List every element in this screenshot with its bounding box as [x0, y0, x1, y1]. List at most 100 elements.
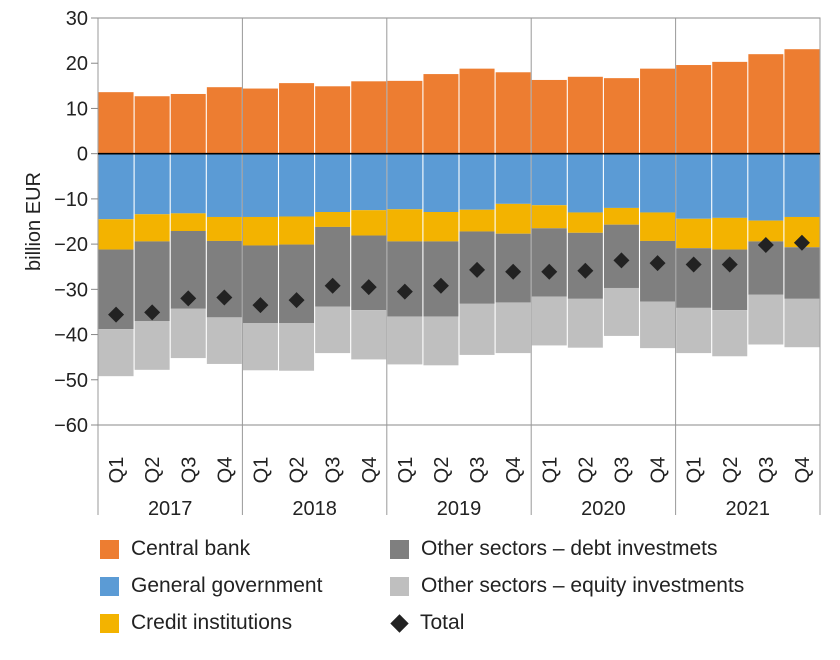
- quarter-label: Q4: [648, 457, 670, 484]
- bar-segment: [423, 153, 459, 213]
- bar-segment: [423, 212, 459, 242]
- quarter-label: Q1: [539, 457, 561, 484]
- bar-segment: [712, 153, 748, 218]
- bar-segment: [351, 153, 387, 211]
- bar-segment: [676, 307, 712, 354]
- bar-segment: [170, 213, 206, 231]
- legend-swatch: [100, 576, 119, 596]
- bar-segment: [315, 226, 351, 307]
- bar-segment: [242, 153, 278, 217]
- bar-segment: [603, 287, 639, 336]
- legend-label: Other sectors – debt investmets: [421, 537, 718, 560]
- bar-segment: [459, 68, 495, 154]
- quarter-label: Q4: [792, 457, 814, 484]
- bar-segment: [387, 241, 423, 317]
- total-marker: [252, 297, 269, 314]
- legend-swatch: [390, 576, 409, 596]
- legend-swatch: [390, 539, 409, 559]
- bar-segment: [206, 153, 242, 217]
- y-tick-label: −30: [54, 279, 88, 301]
- year-label: 2021: [726, 498, 771, 520]
- bar-segment: [315, 306, 351, 354]
- quarter-label: Q1: [250, 457, 272, 484]
- quarter-label: Q1: [684, 457, 706, 484]
- total-marker: [793, 234, 810, 251]
- bar-segment: [423, 316, 459, 366]
- legend-item: Central bank: [100, 537, 250, 561]
- y-tick-label: −50: [54, 370, 88, 392]
- bar-segment: [531, 153, 567, 206]
- y-axis-label: billion EUR: [23, 172, 45, 271]
- bar-segment: [387, 153, 423, 210]
- bar-segment: [676, 65, 712, 154]
- total-marker: [505, 263, 522, 280]
- bar-segment: [495, 72, 531, 154]
- bar-segment: [98, 92, 134, 154]
- quarter-label: Q3: [756, 457, 778, 484]
- bar-segment: [279, 216, 315, 245]
- bar-segment: [98, 219, 134, 250]
- quarter-label: Q3: [323, 457, 345, 484]
- bar-segment: [567, 76, 603, 154]
- bar-segment: [170, 153, 206, 214]
- bar-segment: [784, 49, 820, 154]
- bar-segment: [640, 240, 676, 302]
- total-marker: [324, 277, 341, 294]
- bar-segment: [531, 296, 567, 346]
- total-marker: [180, 290, 197, 307]
- bar-segment: [351, 310, 387, 360]
- total-marker: [216, 289, 233, 306]
- bar-segment: [387, 316, 423, 365]
- year-label: 2019: [437, 498, 482, 520]
- legend-label: Total: [420, 611, 465, 634]
- y-tick-label: 10: [66, 98, 88, 120]
- bar-segment: [640, 301, 676, 349]
- total-marker: [649, 255, 666, 272]
- quarter-label: Q3: [611, 457, 633, 484]
- legend-swatch: [100, 539, 119, 559]
- y-tick-label: 30: [66, 8, 88, 30]
- bar-segment: [134, 96, 170, 154]
- bar-segment: [495, 302, 531, 354]
- total-marker: [685, 256, 702, 273]
- bar-segment: [134, 214, 170, 242]
- total-marker: [360, 279, 377, 296]
- quarter-label: Q3: [178, 457, 200, 484]
- y-tick-label: −60: [54, 415, 88, 437]
- bar-segment: [748, 153, 784, 221]
- legend-label: General government: [131, 574, 323, 597]
- bar-segment: [784, 153, 820, 217]
- y-tick-label: −20: [54, 234, 88, 256]
- total-marker: [721, 256, 738, 273]
- bar-segment: [712, 61, 748, 154]
- bar-segment: [242, 323, 278, 371]
- bar-segment: [315, 212, 351, 227]
- legend-item: General government: [100, 574, 322, 598]
- bar-segment: [784, 298, 820, 348]
- bar-segment: [748, 294, 784, 345]
- quarter-label: Q1: [106, 457, 128, 484]
- bar-segment: [98, 153, 134, 220]
- quarter-label: Q3: [467, 457, 489, 484]
- bar-segment: [279, 244, 315, 324]
- bar-segment: [712, 217, 748, 250]
- y-tick-label: −40: [54, 325, 88, 347]
- legend-swatch: [100, 613, 119, 633]
- bar-segment: [351, 210, 387, 236]
- bar-segment: [495, 153, 531, 204]
- bar-segment: [351, 235, 387, 311]
- total-marker: [469, 261, 486, 278]
- bar-segment: [387, 80, 423, 154]
- total-marker: [144, 304, 161, 321]
- year-label: 2020: [581, 498, 626, 520]
- legend-label: Central bank: [131, 537, 251, 560]
- bar-segment: [603, 153, 639, 208]
- year-label: 2018: [292, 498, 337, 520]
- bar-segment: [279, 153, 315, 217]
- quarter-label: Q2: [720, 457, 742, 484]
- bar-segment: [206, 317, 242, 364]
- y-tick-label: −10: [54, 189, 88, 211]
- bar-segment: [531, 228, 567, 297]
- quarter-label: Q2: [142, 457, 164, 484]
- bar-segment: [459, 209, 495, 232]
